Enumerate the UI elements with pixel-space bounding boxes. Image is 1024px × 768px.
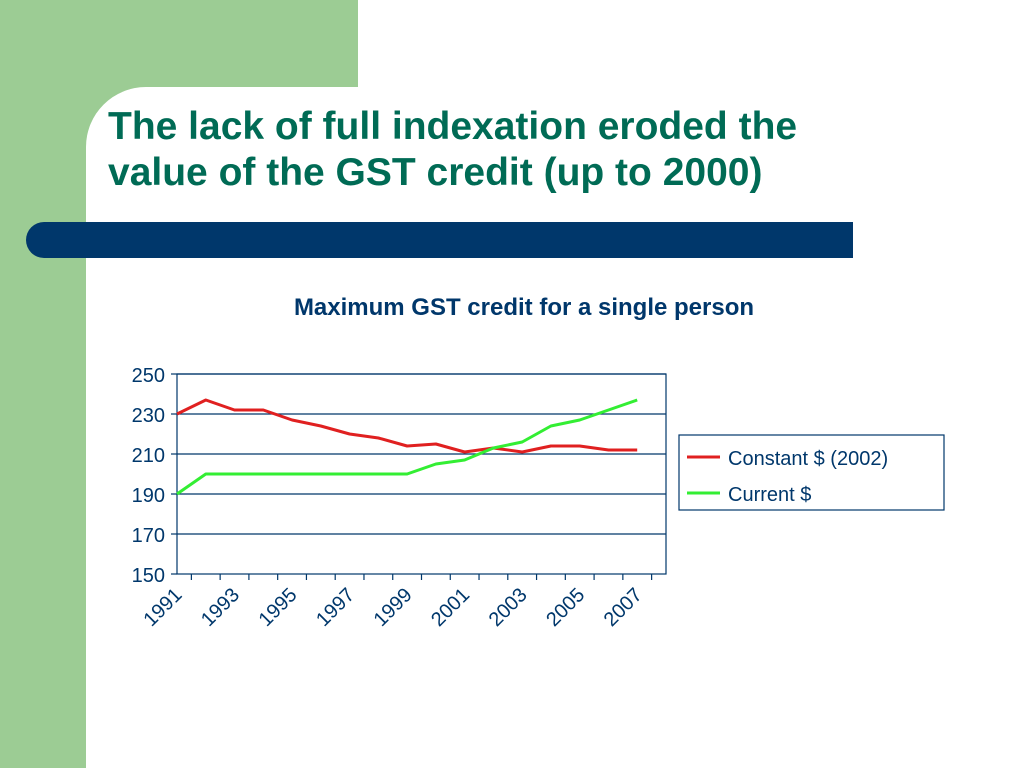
legend-label: Current $ xyxy=(728,484,811,506)
x-tick-label: 2007 xyxy=(600,584,647,631)
x-tick-label: 2001 xyxy=(427,584,474,631)
series-line-current xyxy=(176,398,638,496)
x-tick-label: 1995 xyxy=(255,584,302,631)
chart-title: Maximum GST credit for a single person xyxy=(294,294,754,321)
slide-title-line1: The lack of full indexation eroded the xyxy=(108,105,798,148)
x-tick-label: 1993 xyxy=(197,584,244,631)
x-tick-label: 2003 xyxy=(485,584,532,631)
slide-title: The lack of full indexation eroded the v… xyxy=(108,104,988,196)
legend-label: Constant $ (2002) xyxy=(728,448,888,470)
y-tick-label: 150 xyxy=(132,565,165,587)
green-side-band xyxy=(0,87,86,768)
y-tick-label: 230 xyxy=(132,405,165,427)
x-tick-label: 1997 xyxy=(312,584,359,631)
legend-box xyxy=(678,434,945,511)
series-line-constant xyxy=(176,398,638,454)
y-tick-label: 190 xyxy=(132,485,165,507)
y-tick-label: 250 xyxy=(132,365,165,387)
y-tick-label: 210 xyxy=(132,445,165,467)
slide-title-line2: value of the GST credit (up to 2000) xyxy=(108,151,763,194)
x-tick-label: 1999 xyxy=(370,584,417,631)
x-tick-label: 1991 xyxy=(140,584,187,631)
y-tick-label: 170 xyxy=(132,525,165,547)
green-accent-bar xyxy=(0,0,358,87)
x-tick-label: 2005 xyxy=(542,584,589,631)
title-divider-bar xyxy=(26,222,853,258)
